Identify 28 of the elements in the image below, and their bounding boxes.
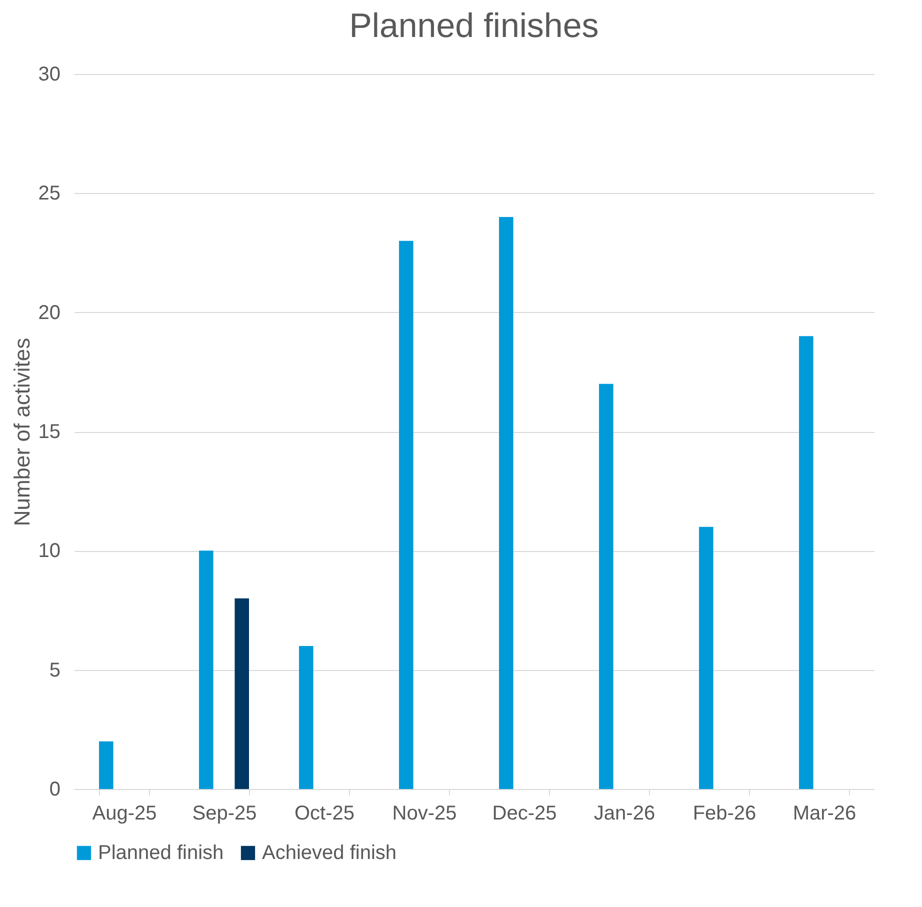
x-tick-label: Mar-26: [792, 802, 856, 824]
chart-title: Planned finishes: [349, 7, 599, 45]
bar: [699, 526, 714, 789]
bar: [499, 217, 514, 789]
x-tick-label: Dec-25: [492, 802, 557, 824]
x-tick-label: Sep-25: [192, 802, 257, 824]
x-tick-label: Nov-25: [392, 802, 457, 824]
y-tick-label: 10: [38, 540, 60, 562]
bar: [799, 336, 814, 789]
x-tick-label: Oct-25: [294, 802, 355, 824]
bar: [199, 550, 214, 789]
x-tick-label: Feb-26: [692, 802, 756, 824]
y-tick-label: 30: [38, 64, 60, 86]
bar: [399, 240, 414, 789]
legend-label: Planned finish: [98, 842, 224, 864]
bar: [299, 646, 314, 789]
y-tick-label: 0: [49, 778, 60, 800]
x-tick-label: Jan-26: [594, 802, 656, 824]
bar: [99, 741, 114, 789]
y-tick-label: 15: [38, 421, 60, 443]
y-tick-label: 5: [49, 659, 60, 682]
legend-label: Achieved finish: [262, 842, 397, 864]
bar: [599, 384, 614, 789]
bar: [234, 598, 249, 789]
x-tick-label: Aug-25: [92, 802, 157, 824]
y-tick-label: 20: [38, 302, 60, 324]
y-axis-title: Number of activites: [9, 338, 34, 526]
y-tick-label: 25: [38, 182, 60, 205]
